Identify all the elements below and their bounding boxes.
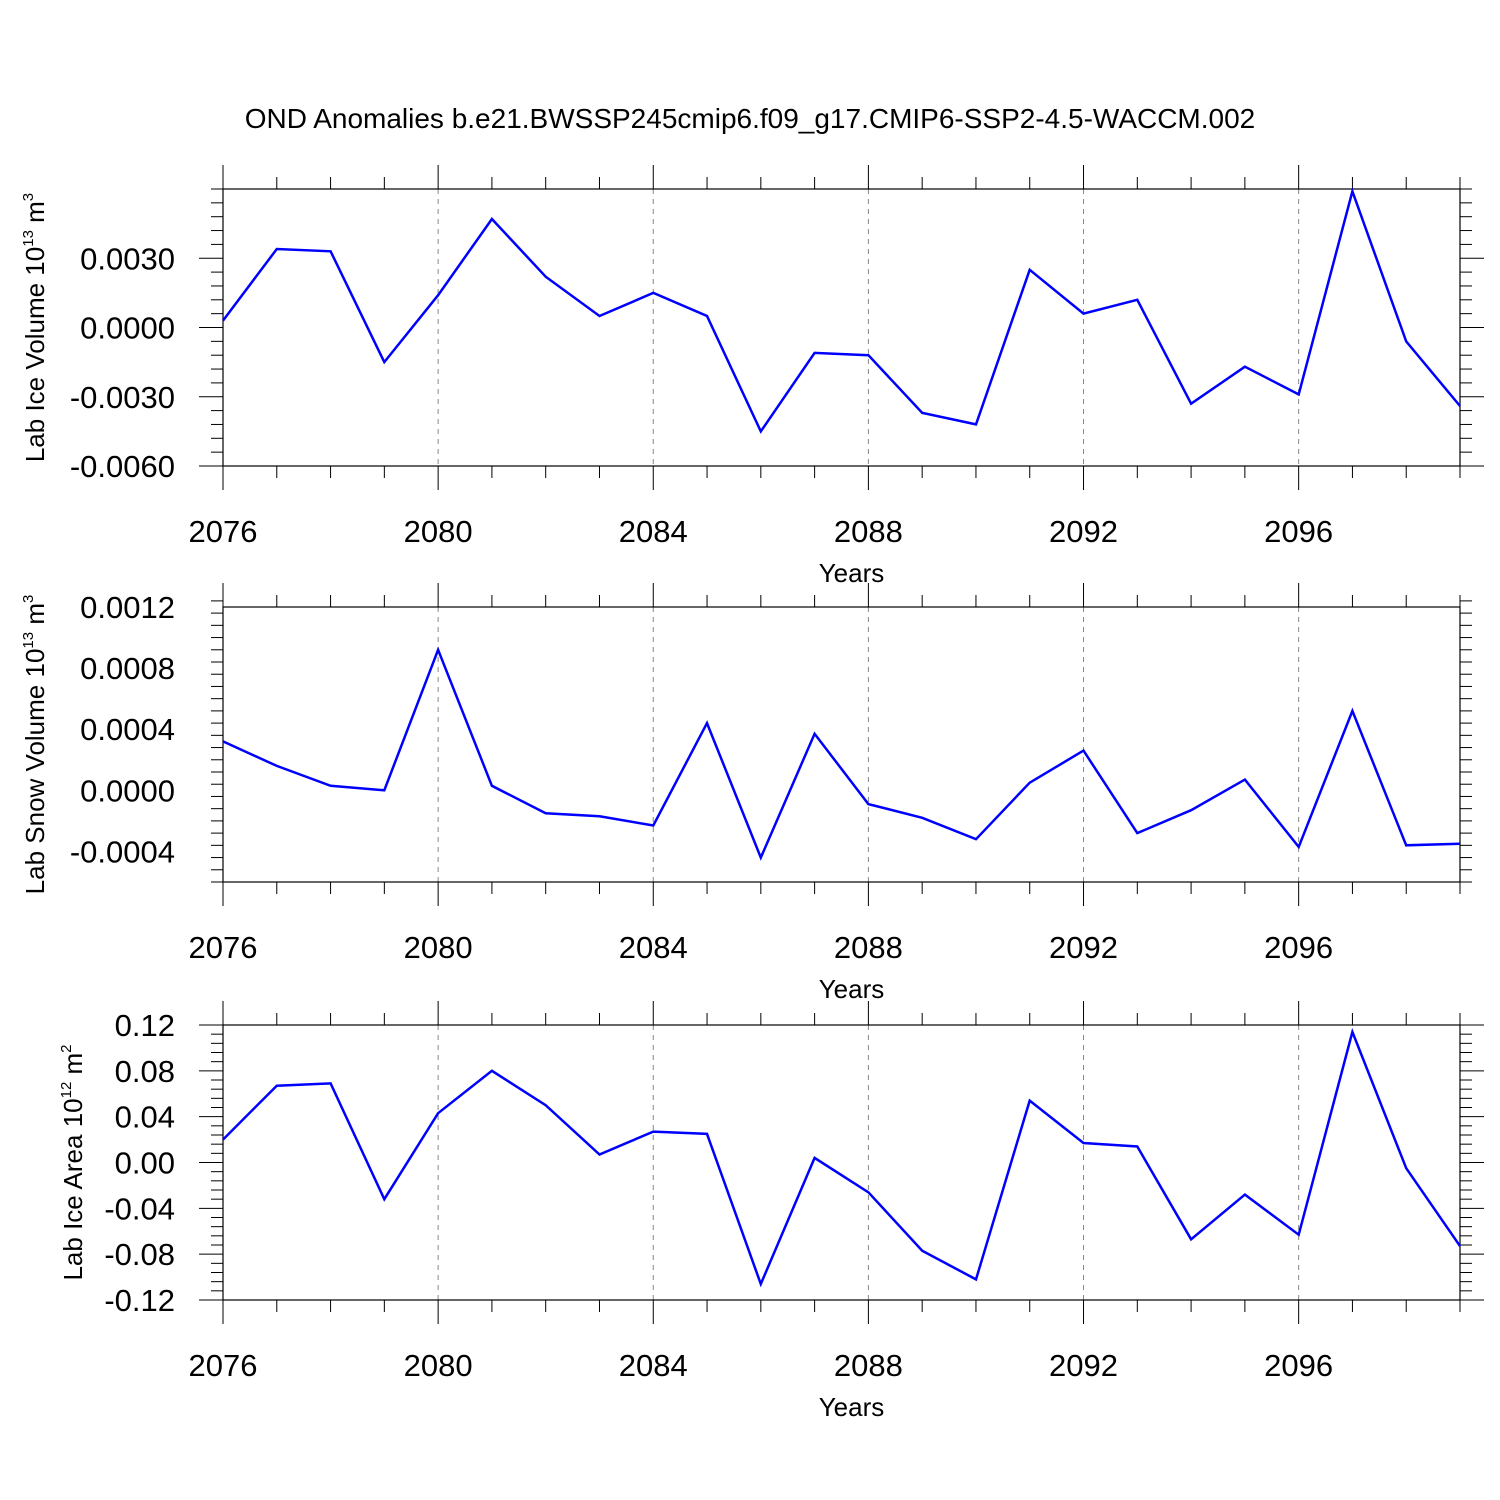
- x-tick-label: 2080: [404, 930, 473, 965]
- x-tick-label: 2080: [404, 514, 473, 549]
- x-axis-label: Years: [819, 558, 885, 588]
- y-axis-label-exponent: 13: [20, 632, 37, 649]
- y-axis-label-unit: m: [20, 201, 50, 230]
- y-tick-label: -0.0060: [70, 449, 175, 484]
- y-tick-label: 0.0008: [80, 651, 175, 686]
- x-tick-label: 2092: [1049, 514, 1118, 549]
- y-tick-label: 0.08: [115, 1054, 175, 1089]
- y-axis-label-text: Lab Ice Volume 10: [20, 247, 50, 462]
- y-tick-label: -0.0030: [70, 380, 175, 415]
- y-axis-label-exponent: 12: [58, 1082, 75, 1099]
- y-axis-label-unit: m: [58, 1053, 88, 1082]
- series-line: [222, 646, 1461, 861]
- plot-frame: [222, 188, 1461, 467]
- y-tick-label: 0.0004: [80, 712, 175, 747]
- x-tick-label: 2088: [834, 1348, 903, 1383]
- y-tick-label: 0.0030: [80, 241, 175, 276]
- y-tick-label: 0.00: [115, 1146, 175, 1181]
- y-tick-label: -0.12: [104, 1283, 175, 1318]
- x-tick-label: 2096: [1264, 930, 1333, 965]
- y-tick-label: 0.0012: [80, 590, 175, 625]
- y-tick-label: 0.0000: [80, 311, 175, 346]
- x-tick-label: 2084: [619, 1348, 688, 1383]
- x-tick-label: 2084: [619, 930, 688, 965]
- x-tick-label: 2092: [1049, 930, 1118, 965]
- x-tick-label: 2096: [1264, 514, 1333, 549]
- y-tick-label: -0.08: [104, 1237, 175, 1272]
- y-axis-label-text: Lab Snow Volume 10: [20, 649, 50, 895]
- y-axis-label-exponent: 13: [20, 230, 37, 247]
- x-tick-label: 2076: [189, 514, 258, 549]
- y-axis-label: Lab Snow Volume 1013 m3: [20, 595, 50, 895]
- y-axis-label: Lab Ice Area 1012 m2: [58, 1044, 88, 1280]
- y-axis-label-text: Lab Ice Area 10: [58, 1098, 88, 1280]
- series-line: [222, 187, 1461, 434]
- x-tick-label: 2088: [834, 930, 903, 965]
- y-tick-label: -0.04: [104, 1191, 175, 1226]
- plot-frame: [222, 606, 1461, 883]
- y-tick-label: 0.0000: [80, 773, 175, 808]
- x-tick-label: 2092: [1049, 1348, 1118, 1383]
- panel-1: 0.0030 0.0000 -0.0030 -0.0060 2076 2080 2084 20…: [20, 165, 1484, 588]
- y-axis-label-unit-exponent: 2: [58, 1044, 75, 1052]
- series-line: [222, 1027, 1462, 1288]
- x-tick-label: 2096: [1264, 1348, 1333, 1383]
- y-axis-label-unit-exponent: 3: [20, 595, 37, 603]
- y-axis-label-unit: m: [20, 603, 50, 632]
- y-axis-label: Lab Ice Volume 1013 m3: [20, 193, 50, 462]
- x-tick-label: 2088: [834, 514, 903, 549]
- x-tick-label: 2076: [189, 930, 258, 965]
- x-axis-label: Years: [819, 974, 885, 1004]
- y-tick-label: 0.12: [115, 1008, 175, 1043]
- panel-3: 0.12 0.08 0.04 0.00 -0.04 -0.08 -0.12 2076 2080 2…: [58, 1001, 1484, 1422]
- y-axis-label-unit-exponent: 3: [20, 193, 37, 201]
- x-tick-label: 2076: [189, 1348, 258, 1383]
- x-tick-label: 2084: [619, 514, 688, 549]
- y-tick-label: 0.04: [115, 1100, 175, 1135]
- chart-title: OND Anomalies b.e21.BWSSP245cmip6.f09_g1…: [245, 103, 1256, 134]
- x-axis-label: Years: [819, 1392, 885, 1422]
- x-tick-label: 2080: [404, 1348, 473, 1383]
- y-tick-label: -0.0004: [70, 834, 175, 869]
- panel-2: 0.0012 0.0008 0.0004 0.0000 -0.0004 2076 2080 2…: [20, 583, 1472, 1004]
